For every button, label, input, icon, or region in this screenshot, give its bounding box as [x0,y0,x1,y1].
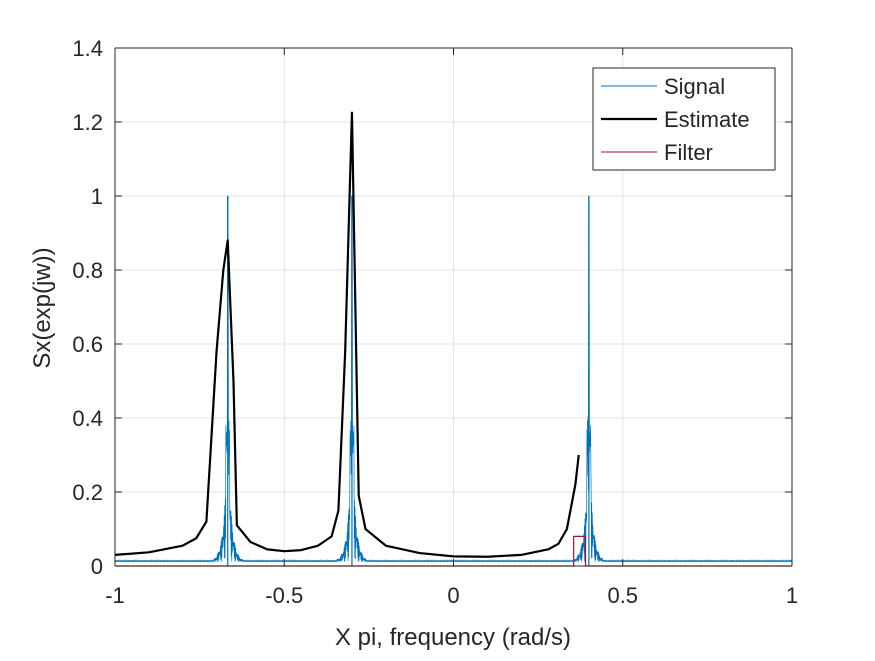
y-axis-label: Sx(exp(jw)) [29,247,56,368]
y-tick-label-6: 1.2 [72,110,103,135]
y-tick-label-0: 0 [91,554,103,579]
y-tick-label-1: 0.2 [72,480,103,505]
y-tick-label-5: 1 [91,184,103,209]
legend: Signal Estimate Filter [592,67,776,171]
legend-label-0: Signal [664,74,725,99]
x-tick-label-3: 0.5 [607,583,638,608]
y-tick-label-7: 1.4 [72,36,103,61]
x-axis-label: X pi, frequency (rad/s) [335,624,571,651]
x-tick-label-1: -0.5 [265,583,303,608]
x-tick-label-4: 1 [786,583,798,608]
axes [114,47,793,567]
estimate-series-line [114,111,580,558]
x-tick-label-0: -1 [105,583,125,608]
y-tick-label-3: 0.6 [72,332,103,357]
legend-label-2: Filter [664,140,713,165]
x-tick-label-2: 0 [447,583,459,608]
legend-label-1: Estimate [664,107,750,132]
tick-labels: -1 -0.5 0 0.5 1 0 0.2 0.4 0.6 0.8 1 1.2 1.4 [72,36,798,608]
y-tick-label-4: 0.8 [72,258,103,283]
y-tick-label-2: 0.4 [72,406,103,431]
